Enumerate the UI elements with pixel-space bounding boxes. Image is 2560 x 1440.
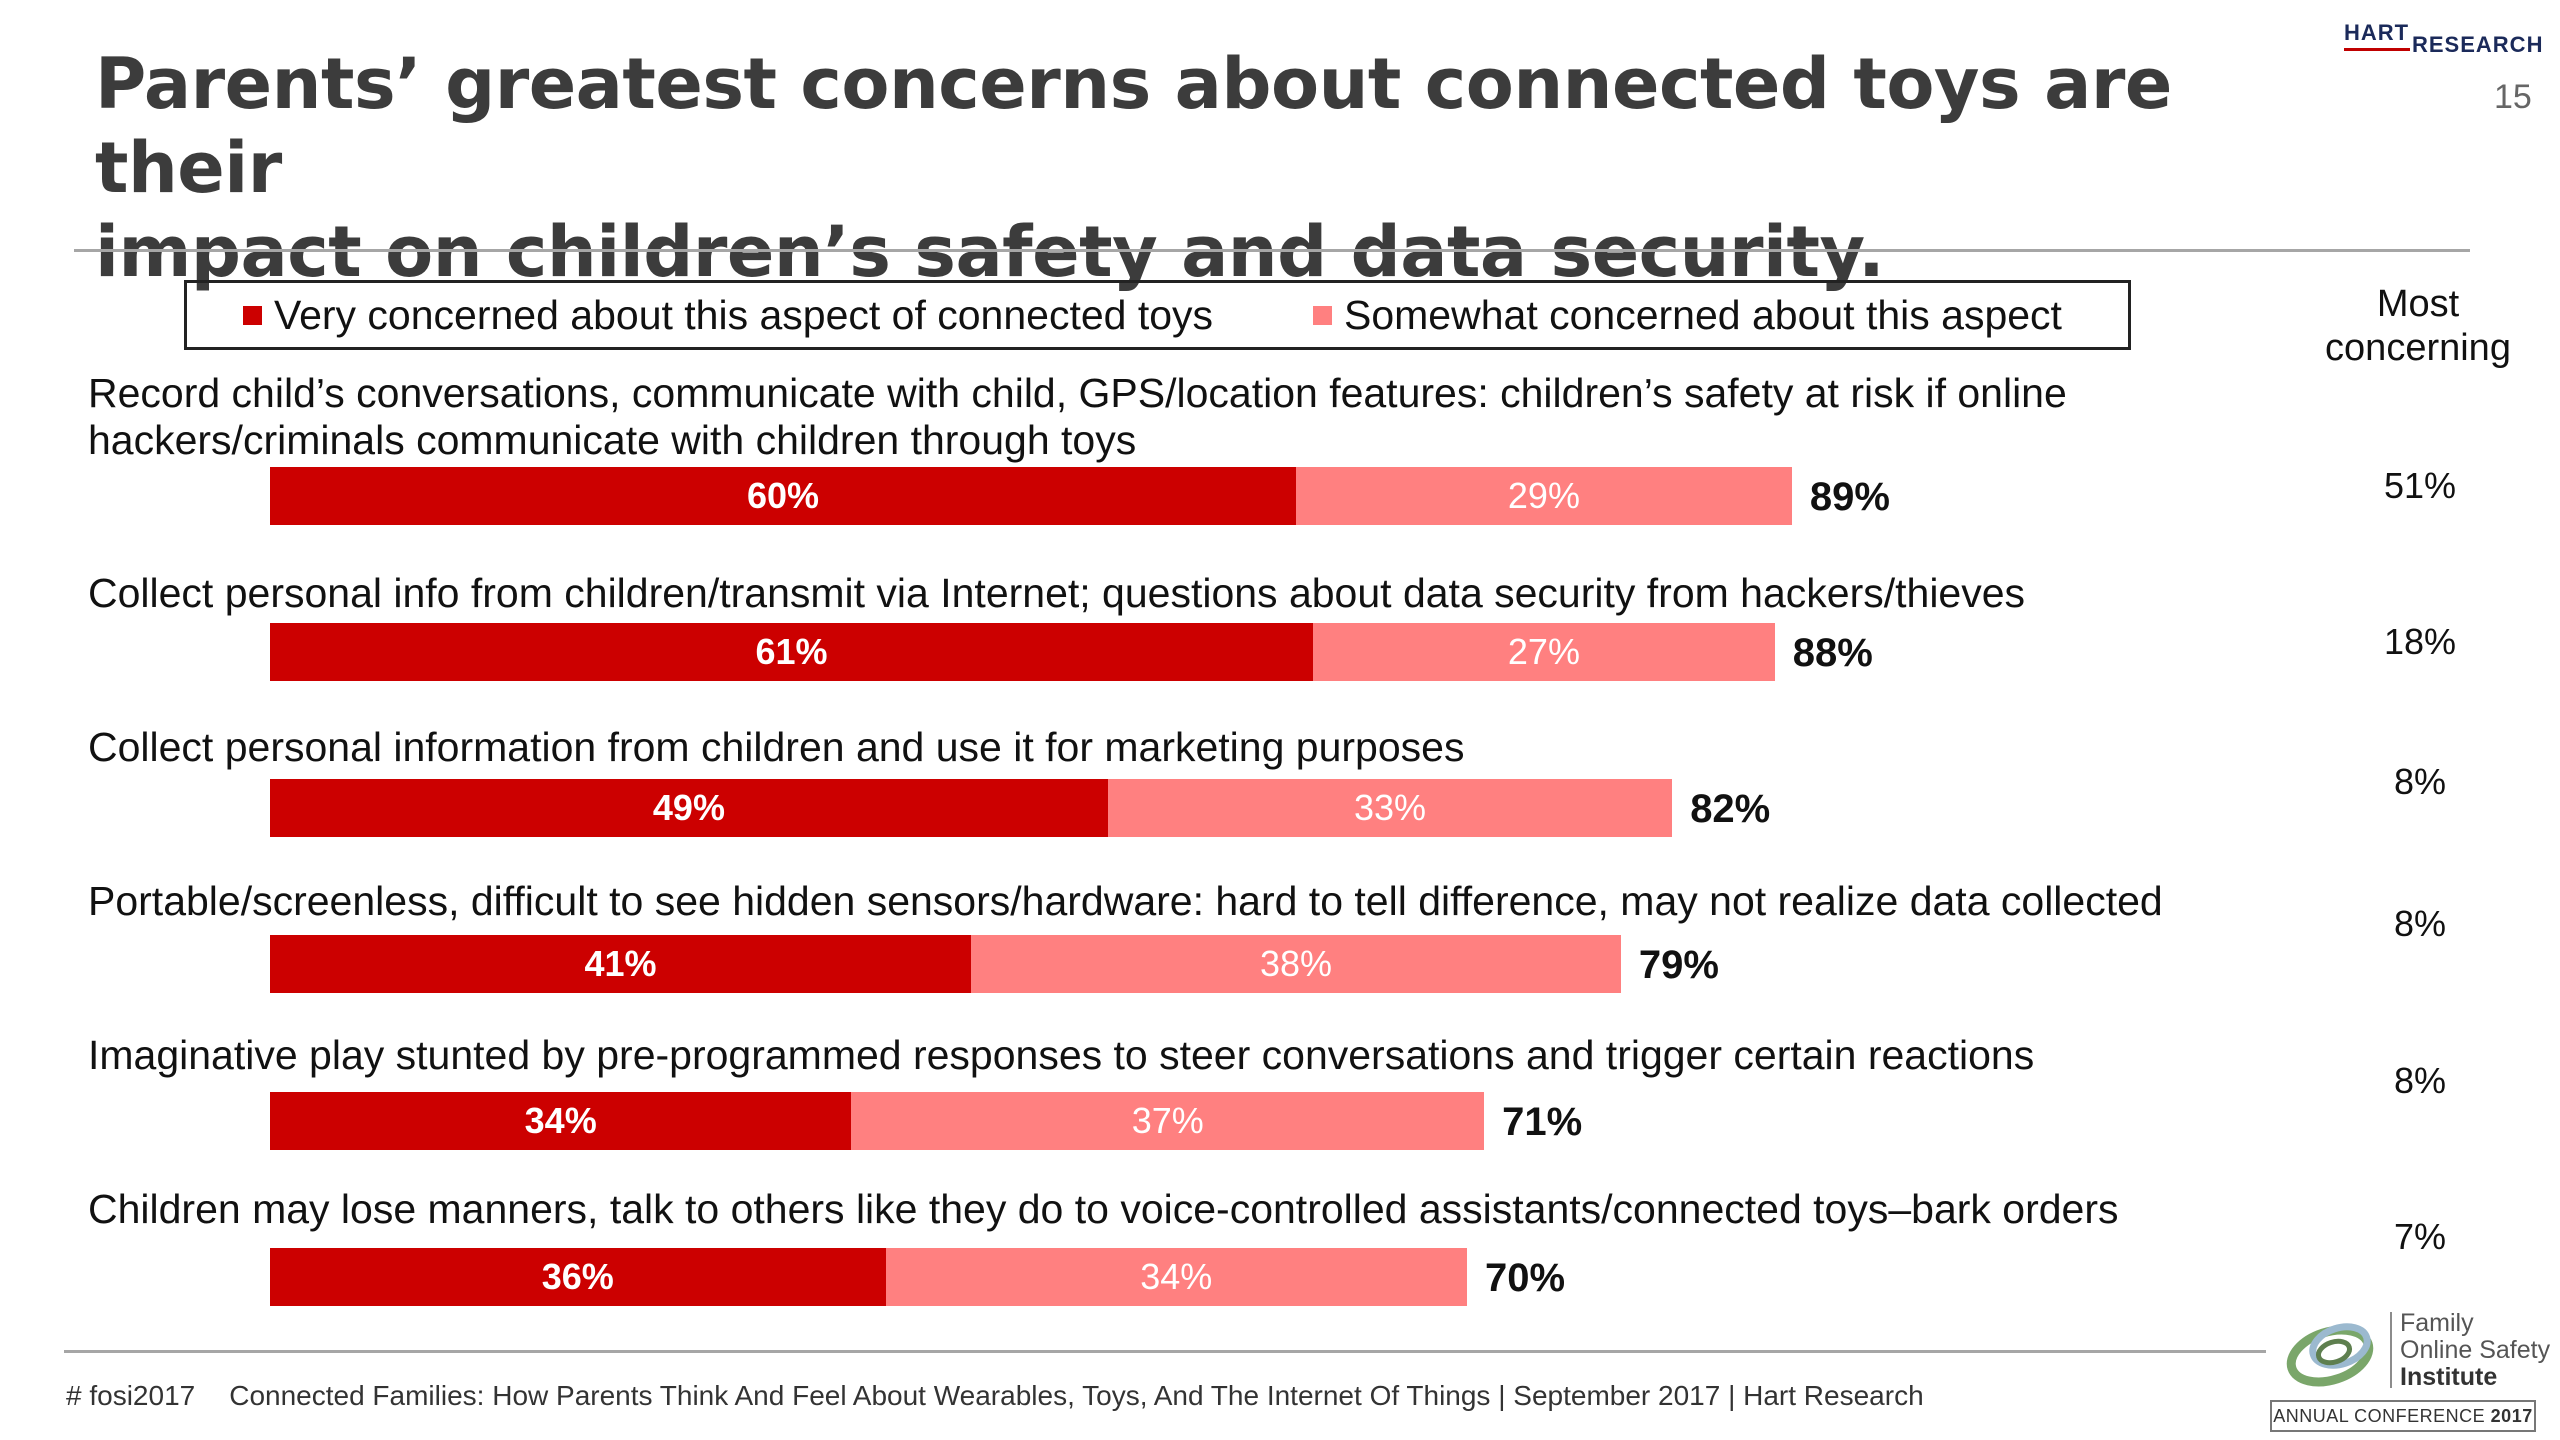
category-label-line: Record child’s conversations, communicat…	[88, 370, 2067, 416]
fosi-name-line1: Family	[2400, 1309, 2474, 1337]
most-concerning-value: 18%	[2383, 621, 2457, 662]
hart-research-logo: HART RESEARCH	[2344, 20, 2544, 76]
category-label-line: Collect personal info from children/tran…	[88, 570, 2026, 616]
bar-somewhat-concerned: 33%	[1107, 779, 1673, 837]
legend-item-somewhat: Somewhat concerned about this aspect	[1313, 283, 2062, 347]
category-label-line: Portable/screenless, difficult to see hi…	[88, 878, 2163, 924]
total-label: 71%	[1502, 1100, 1583, 1144]
category-label: Record child’s conversations, communicat…	[88, 370, 2067, 464]
legend-label-somewhat: Somewhat concerned about this aspect	[1344, 291, 2062, 338]
bar-data-label: 61%	[755, 631, 828, 672]
legend-swatch-very	[243, 305, 262, 325]
bar-somewhat-concerned: 29%	[1296, 467, 1792, 525]
bar-data-label: 60%	[746, 475, 820, 516]
total-label: 88%	[1792, 631, 1873, 675]
category-label-line: Imaginative play stunted by pre-programm…	[88, 1032, 2035, 1078]
most-concerning-value: 8%	[2393, 761, 2447, 802]
legend-label-very: Very concerned about this aspect of conn…	[274, 291, 1214, 338]
legend-swatch-somewhat	[1313, 305, 1332, 325]
footer: # fosi2017 Connected Families: How Parent…	[66, 1380, 1924, 1412]
bar-data-label: 41%	[584, 943, 657, 984]
bar-data-label: 37%	[1131, 1100, 1204, 1141]
category-label: Collect personal information from childr…	[88, 724, 1464, 771]
total-label: 89%	[1809, 475, 1890, 519]
category-label-line: Children may lose manners, talk to other…	[88, 1186, 2119, 1232]
brand-underline	[2344, 48, 2410, 51]
fosi-conference-prefix: ANNUAL CONFERENCE	[2273, 1406, 2486, 1426]
most-concerning-header-line1: Most	[2376, 283, 2460, 325]
fosi-logo: Family Online Safety Institute ANNUAL CO…	[2270, 1306, 2550, 1432]
fosi-name: Family Online Safety Institute	[2400, 1310, 2550, 1391]
chart-legend: Very concerned about this aspect of conn…	[184, 280, 2131, 350]
bar-very-concerned: 61%	[270, 623, 1314, 681]
most-concerning-value: 8%	[2393, 903, 2447, 944]
total-label: 70%	[1485, 1256, 1566, 1300]
footer-hashtag: # fosi2017	[66, 1380, 196, 1411]
bar-data-label: 34%	[524, 1100, 597, 1141]
bar-data-label: 29%	[1507, 475, 1580, 516]
brand-research-text: RESEARCH	[2412, 32, 2544, 57]
fosi-separator	[2390, 1312, 2392, 1388]
footer-source: Connected Families: How Parents Think An…	[229, 1380, 1924, 1411]
slide-title: Parents’ greatest concerns about connect…	[95, 42, 2275, 294]
top-divider	[74, 249, 2470, 252]
legend-item-very: Very concerned about this aspect of conn…	[243, 283, 1213, 347]
bar-data-label: 49%	[652, 787, 725, 828]
title-line-2: impact on children’s safety and data sec…	[95, 211, 1885, 293]
fosi-conference-year: 2017	[2490, 1406, 2533, 1426]
brand-hart-text: HART	[2344, 20, 2410, 45]
bar-very-concerned: 49%	[270, 779, 1108, 837]
most-concerning-value: 8%	[2393, 1060, 2447, 1101]
fosi-conference-badge: ANNUAL CONFERENCE 2017	[2270, 1400, 2536, 1432]
fosi-swirl-icon	[2286, 1323, 2374, 1387]
bar-very-concerned: 60%	[270, 467, 1296, 525]
bar-very-concerned: 41%	[270, 935, 972, 993]
fosi-name-line3: Institute	[2400, 1363, 2498, 1391]
bar-data-label: 38%	[1259, 943, 1333, 984]
bar-data-label: 27%	[1507, 631, 1580, 672]
category-label-line: Collect personal information from childr…	[88, 724, 1465, 770]
category-label: Collect personal info from children/tran…	[88, 570, 2025, 617]
most-concerning-value: 7%	[2393, 1216, 2447, 1257]
bar-data-label: 34%	[1140, 1256, 1213, 1297]
total-label: 79%	[1638, 943, 1719, 987]
bar-very-concerned: 36%	[270, 1248, 886, 1306]
category-label: Portable/screenless, difficult to see hi…	[88, 878, 2163, 925]
title-line-1: Parents’ greatest concerns about connect…	[95, 43, 2172, 209]
bar-somewhat-concerned: 34%	[885, 1248, 1467, 1306]
bottom-divider	[64, 1350, 2266, 1353]
bar-somewhat-concerned: 38%	[971, 935, 1621, 993]
most-concerning-header: Most concerning	[2300, 282, 2536, 370]
category-label: Children may lose manners, talk to other…	[88, 1186, 2119, 1233]
bar-somewhat-concerned: 37%	[851, 1092, 1485, 1150]
most-concerning-value: 51%	[2383, 465, 2457, 506]
bar-somewhat-concerned: 27%	[1313, 623, 1775, 681]
bar-very-concerned: 34%	[270, 1092, 852, 1150]
bar-data-label: 36%	[541, 1256, 614, 1297]
bar-data-label: 33%	[1354, 787, 1427, 828]
page-number: 15	[2494, 78, 2532, 116]
total-label: 82%	[1690, 787, 1771, 831]
category-label: Imaginative play stunted by pre-programm…	[88, 1032, 2034, 1079]
most-concerning-header-line2: concerning	[2325, 327, 2511, 369]
fosi-name-line2: Online Safety	[2400, 1336, 2551, 1364]
category-label-line: hackers/criminals communicate with child…	[88, 417, 1137, 463]
